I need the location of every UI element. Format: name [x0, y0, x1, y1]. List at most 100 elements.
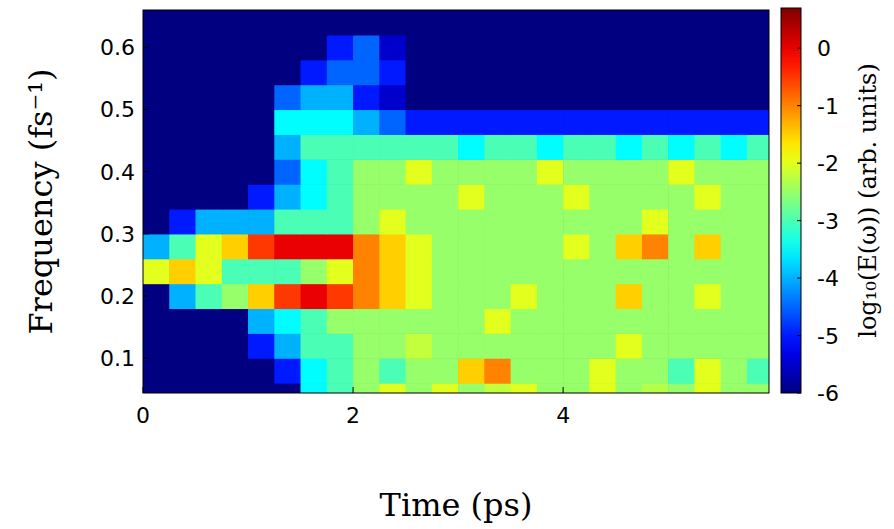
heat-cell — [196, 383, 223, 393]
heat-cell — [406, 333, 433, 358]
colorbar-tick-label: -4 — [817, 266, 839, 291]
heat-cell — [694, 333, 721, 358]
y-tick-label: 0.4 — [100, 160, 135, 185]
heat-cell — [642, 284, 669, 309]
heat-cell — [563, 10, 590, 35]
heat-cell — [169, 35, 196, 60]
heat-cell — [169, 159, 196, 184]
heat-cell — [301, 234, 328, 259]
heat-cell — [353, 134, 380, 159]
heat-cell — [379, 10, 406, 35]
heat-cell — [301, 35, 328, 60]
heat-cell — [274, 383, 301, 393]
heat-cell — [196, 358, 223, 383]
heat-cell — [589, 60, 616, 85]
heat-cell — [248, 383, 275, 393]
heat-cell — [406, 10, 433, 35]
heat-cell — [353, 259, 380, 284]
heat-cell — [327, 184, 354, 209]
heat-cell — [169, 358, 196, 383]
heat-cell — [274, 184, 301, 209]
heat-cell — [222, 35, 249, 60]
heat-cell — [642, 209, 669, 234]
heat-cell — [143, 10, 170, 35]
heat-cell — [169, 184, 196, 209]
heat-cell — [668, 159, 695, 184]
heat-cell — [248, 184, 275, 209]
heat-cell — [458, 85, 485, 110]
heat-cell — [484, 234, 511, 259]
heat-cell — [668, 308, 695, 333]
heat-cell — [432, 234, 459, 259]
heat-cell — [353, 109, 380, 134]
heat-cell — [406, 234, 433, 259]
heat-cell — [484, 134, 511, 159]
heat-cell — [301, 184, 328, 209]
heat-cell — [406, 383, 433, 393]
heat-cell — [169, 259, 196, 284]
heat-cell — [694, 383, 721, 393]
heat-cell — [563, 134, 590, 159]
colorbar-tick — [797, 335, 801, 336]
heat-cell — [301, 259, 328, 284]
heat-cell — [721, 209, 748, 234]
heat-cell — [642, 234, 669, 259]
heat-cell — [406, 134, 433, 159]
heat-cell — [379, 85, 406, 110]
heat-cell — [642, 333, 669, 358]
heat-cell — [432, 383, 459, 393]
heat-cell — [222, 259, 249, 284]
heat-cell — [642, 60, 669, 85]
heat-cell — [511, 109, 538, 134]
heat-cell — [721, 284, 748, 309]
heat-cell — [642, 35, 669, 60]
heat-cell — [379, 234, 406, 259]
x-tick — [563, 387, 564, 393]
heat-cell — [589, 234, 616, 259]
heat-cell — [537, 284, 564, 309]
heat-cell — [406, 109, 433, 134]
heat-cell — [721, 184, 748, 209]
heat-cell — [747, 159, 769, 184]
heat-cell — [589, 209, 616, 234]
heat-cell — [616, 35, 643, 60]
heat-cell — [589, 85, 616, 110]
heat-cell — [143, 284, 170, 309]
heat-cell — [248, 234, 275, 259]
heat-cell — [327, 284, 354, 309]
heat-cell — [511, 333, 538, 358]
heat-cell — [222, 383, 249, 393]
heat-cell — [668, 134, 695, 159]
heat-cell — [484, 60, 511, 85]
heat-cell — [143, 35, 170, 60]
heat-cell — [694, 259, 721, 284]
heat-cell — [563, 234, 590, 259]
colorbar-tick-label: -3 — [817, 209, 839, 234]
heat-cell — [511, 308, 538, 333]
heat-cell — [511, 358, 538, 383]
colorbar-tick — [797, 105, 801, 106]
heat-cell — [274, 60, 301, 85]
heat-cell — [668, 184, 695, 209]
heat-cell — [616, 85, 643, 110]
heat-cell — [222, 159, 249, 184]
heat-cell — [248, 358, 275, 383]
heat-cell — [353, 184, 380, 209]
heat-cell — [327, 35, 354, 60]
heat-cell — [169, 308, 196, 333]
heat-cell — [222, 10, 249, 35]
heat-cell — [169, 10, 196, 35]
heat-cell — [196, 109, 223, 134]
heat-cell — [589, 358, 616, 383]
heat-cell — [616, 60, 643, 85]
heat-cell — [222, 134, 249, 159]
heat-cell — [248, 134, 275, 159]
heat-cell — [642, 134, 669, 159]
heat-cell — [642, 308, 669, 333]
heat-cell — [169, 85, 196, 110]
heat-cell — [458, 308, 485, 333]
heat-cell — [668, 60, 695, 85]
heat-cell — [379, 60, 406, 85]
y-tick — [143, 171, 149, 172]
heat-cell — [406, 284, 433, 309]
